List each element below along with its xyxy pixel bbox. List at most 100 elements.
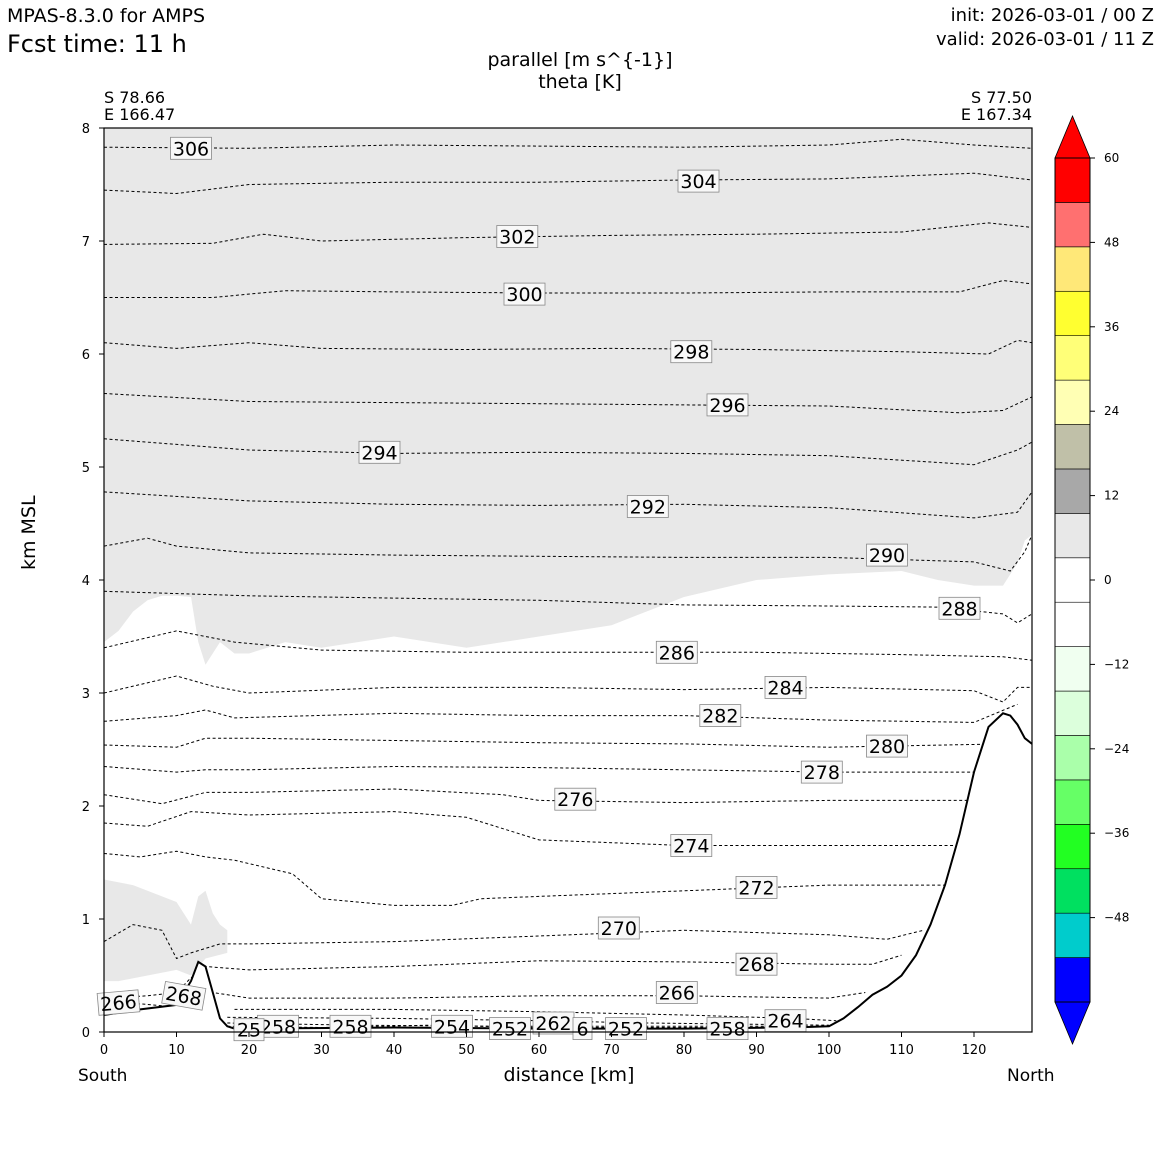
svg-text:70: 70 <box>603 1043 620 1058</box>
theta-contour-306 <box>104 138 1032 149</box>
svg-text:258: 258 <box>332 1016 368 1038</box>
colorbar-swatch-10 <box>1054 513 1091 559</box>
svg-text:0: 0 <box>1104 573 1112 587</box>
colorbar-tick--48: −48 <box>1090 911 1129 925</box>
svg-text:278: 278 <box>804 762 840 784</box>
svg-text:264: 264 <box>767 1011 803 1033</box>
svg-text:282: 282 <box>702 706 738 728</box>
svg-text:294: 294 <box>361 442 397 464</box>
colorbar-tick-36: 36 <box>1090 320 1119 334</box>
svg-text:252: 252 <box>608 1019 644 1041</box>
contour-label-extra-4: 258 <box>706 1017 749 1041</box>
svg-text:304: 304 <box>680 171 716 193</box>
svg-text:48: 48 <box>1104 235 1119 249</box>
end-longitude: E 167.34 <box>960 105 1032 124</box>
colorbar-under-arrow <box>1054 1001 1091 1046</box>
theta-contour-270 <box>104 924 924 960</box>
svg-text:258: 258 <box>709 1019 745 1041</box>
valid-time: valid: 2026-03-01 / 11 Z <box>936 29 1154 50</box>
contour-label-270: 270 <box>597 916 640 940</box>
x-tick-80: 80 <box>676 1032 692 1058</box>
x-tick-50: 50 <box>458 1032 475 1058</box>
svg-text:36: 36 <box>1104 320 1119 334</box>
theta-contour-284 <box>104 675 1032 703</box>
svg-text:1: 1 <box>82 913 90 928</box>
svg-text:−12: −12 <box>1104 657 1129 671</box>
contour-label-284: 284 <box>764 676 807 699</box>
chart-title-contour: theta [K] <box>538 71 622 93</box>
colorbar-over-arrow <box>1054 114 1091 159</box>
theta-contour-290 <box>104 534 1032 572</box>
theta-contour-296 <box>104 393 1032 414</box>
shaded-region-0 <box>104 128 1032 665</box>
theta-contour-304 <box>104 172 1032 195</box>
svg-text:50: 50 <box>458 1043 475 1058</box>
svg-text:24: 24 <box>1104 404 1119 418</box>
contour-label-264: 264 <box>764 1009 807 1033</box>
south-end-label: South <box>78 1066 128 1086</box>
svg-text:288: 288 <box>941 598 977 620</box>
x-tick-60: 60 <box>531 1032 547 1058</box>
y-tick-8: 8 <box>82 122 104 137</box>
svg-text:60: 60 <box>1104 151 1119 165</box>
colorbar-tick-0: 0 <box>1090 573 1112 587</box>
svg-text:272: 272 <box>738 877 774 899</box>
svg-text:2: 2 <box>82 800 90 815</box>
svg-text:90: 90 <box>748 1043 765 1058</box>
svg-text:270: 270 <box>601 918 637 940</box>
colorbar-tick--12: −12 <box>1090 657 1129 671</box>
theta-contour-274 <box>104 811 974 846</box>
svg-text:12: 12 <box>1104 489 1119 503</box>
svg-text:25: 25 <box>237 1020 261 1042</box>
colorbar-swatch-11 <box>1054 468 1091 514</box>
svg-text:0: 0 <box>100 1043 108 1058</box>
contour-label-extra-3: 252 <box>489 1017 531 1041</box>
y-tick-6: 6 <box>82 348 104 363</box>
y-tick-0: 0 <box>82 1026 104 1041</box>
y-tick-5: 5 <box>82 461 104 476</box>
colorbar-swatch-12 <box>1054 424 1091 470</box>
contour-label-280: 280 <box>866 734 908 758</box>
theta-contour-272 <box>104 850 945 906</box>
colorbar-swatch-2 <box>1054 868 1091 914</box>
contour-label-extra-1: 268 <box>161 980 207 1011</box>
theta-contour-286 <box>104 630 1032 661</box>
theta-contour-278 <box>104 765 989 773</box>
colorbar-swatch-4 <box>1054 779 1091 825</box>
colorbar-swatch-7 <box>1054 646 1091 692</box>
contour-label-268: 268 <box>735 952 778 976</box>
theta-contour-302 <box>104 222 1032 245</box>
svg-text:6: 6 <box>82 348 90 363</box>
svg-text:7: 7 <box>82 235 90 250</box>
contour-label-290: 290 <box>866 543 908 567</box>
terrain-line <box>104 712 1032 1030</box>
svg-text:5: 5 <box>82 461 90 476</box>
contour-label-extra-0: 266 <box>96 989 141 1016</box>
svg-text:268: 268 <box>738 954 774 976</box>
colorbar-tick-24: 24 <box>1090 404 1119 418</box>
svg-text:120: 120 <box>962 1043 987 1058</box>
contour-label-276: 276 <box>554 787 597 811</box>
x-tick-90: 90 <box>748 1032 765 1058</box>
x-axis-label: distance [km] <box>503 1064 635 1086</box>
colorbar-swatch-16 <box>1054 246 1091 292</box>
svg-text:258: 258 <box>260 1016 296 1038</box>
y-axis-label: km MSL <box>18 495 40 570</box>
contour-label-302: 302 <box>496 225 539 249</box>
svg-text:296: 296 <box>709 395 745 417</box>
y-tick-4: 4 <box>82 574 104 589</box>
svg-text:4: 4 <box>82 574 90 589</box>
contour-label-306: 306 <box>170 136 212 160</box>
svg-text:300: 300 <box>506 284 542 306</box>
contour-label-304: 304 <box>677 169 720 193</box>
svg-text:276: 276 <box>557 789 593 811</box>
colorbar-swatch-14 <box>1054 335 1091 381</box>
colorbar-tick--36: −36 <box>1090 826 1129 840</box>
contour-label-300: 300 <box>503 282 546 306</box>
forecast-time: Fcst time: 11 h <box>7 30 187 58</box>
svg-text:110: 110 <box>889 1043 914 1058</box>
colorbar-swatch-5 <box>1054 735 1091 781</box>
theta-contour-264 <box>234 1008 837 1022</box>
svg-text:3: 3 <box>82 687 90 702</box>
